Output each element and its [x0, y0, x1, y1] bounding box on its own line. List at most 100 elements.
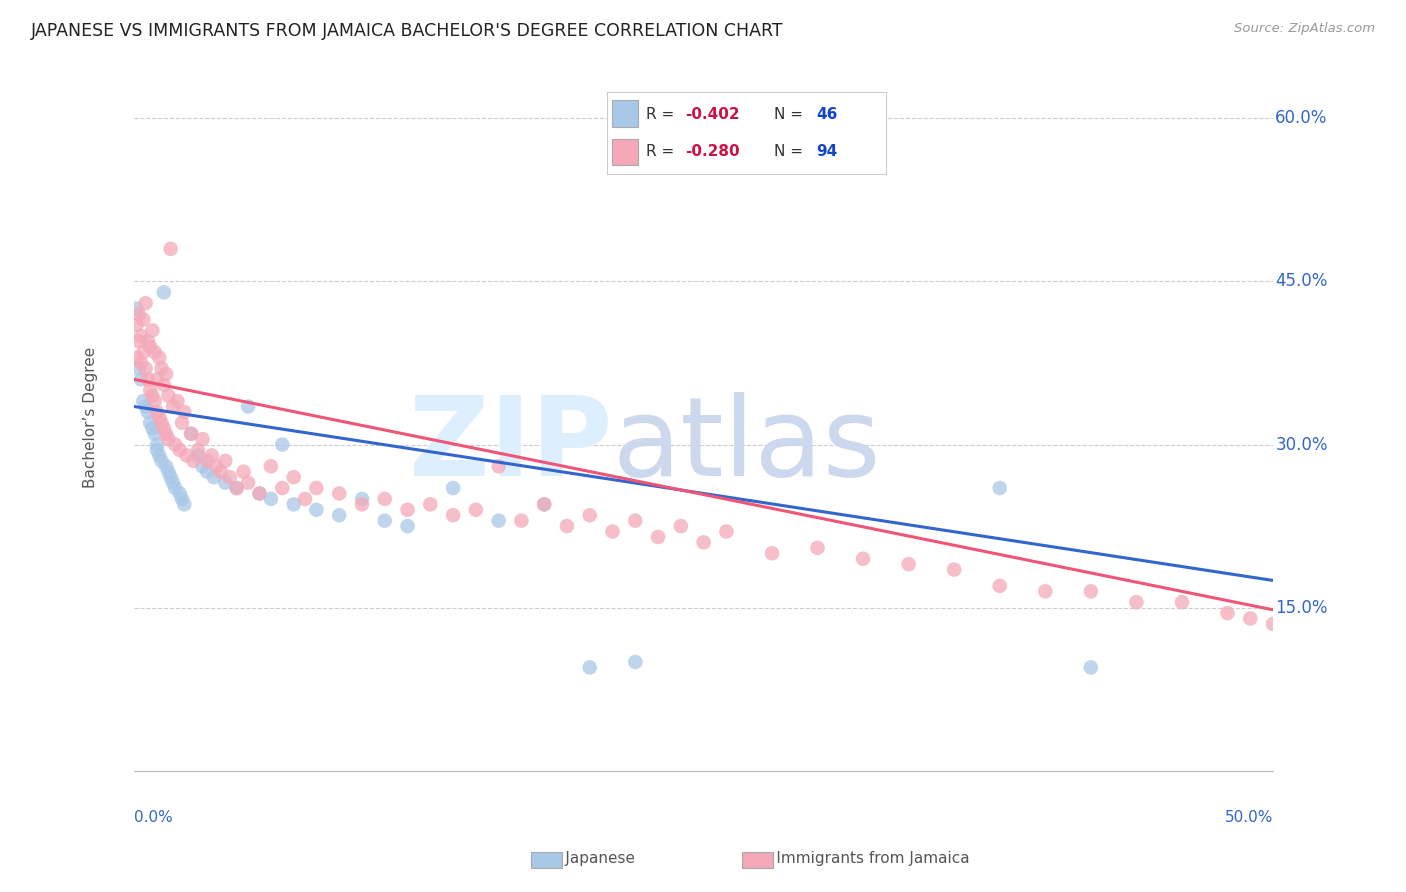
Point [139, 416, 162, 430]
Point [396, 519, 419, 533]
Point [555, 519, 578, 533]
Point [988, 481, 1011, 495]
Point [271, 437, 294, 451]
Point [141, 323, 163, 337]
Point [1399, 649, 1406, 664]
Point [647, 530, 669, 544]
Text: 50.0%: 50.0% [1225, 810, 1272, 824]
Point [225, 481, 247, 495]
Point [191, 432, 214, 446]
Point [183, 454, 205, 468]
Point [169, 486, 191, 500]
Point [232, 465, 254, 479]
Point [139, 383, 162, 397]
Point [129, 329, 152, 343]
Point [159, 242, 181, 256]
Point [1080, 584, 1102, 599]
Point [488, 514, 510, 528]
Point [148, 449, 170, 463]
Point [180, 426, 202, 441]
Point [139, 340, 162, 354]
Text: 45.0%: 45.0% [1275, 272, 1327, 291]
Point [143, 345, 166, 359]
Point [146, 442, 169, 457]
Point [176, 449, 198, 463]
Text: atlas: atlas [613, 392, 882, 500]
Point [146, 437, 169, 451]
Point [143, 394, 166, 409]
Point [624, 655, 647, 669]
Text: Source: ZipAtlas.com: Source: ZipAtlas.com [1234, 22, 1375, 36]
Point [202, 470, 225, 484]
Point [328, 508, 350, 523]
Point [578, 660, 600, 674]
Point [464, 503, 486, 517]
Point [897, 557, 920, 571]
Point [374, 491, 396, 506]
Point [283, 470, 305, 484]
Point [150, 361, 173, 376]
Point [260, 459, 283, 474]
Point [136, 334, 159, 349]
Point [195, 454, 218, 468]
Point [236, 475, 259, 490]
Point [578, 508, 600, 523]
Point [169, 442, 191, 457]
Point [180, 426, 202, 441]
Point [1353, 639, 1375, 653]
Point [170, 416, 193, 430]
Point [157, 432, 180, 446]
Point [141, 421, 163, 435]
Point [305, 481, 328, 495]
Point [1171, 595, 1194, 609]
Point [441, 481, 464, 495]
Point [806, 541, 828, 555]
Point [533, 497, 555, 511]
Point [173, 497, 195, 511]
Point [396, 503, 419, 517]
Text: 60.0%: 60.0% [1275, 110, 1327, 128]
Point [533, 497, 555, 511]
Point [943, 563, 966, 577]
Point [155, 459, 177, 474]
Point [148, 410, 170, 425]
Point [988, 579, 1011, 593]
Text: 30.0%: 30.0% [1275, 435, 1327, 453]
Point [260, 491, 283, 506]
Point [165, 481, 187, 495]
Text: Japanese: Japanese [541, 851, 636, 865]
Point [488, 459, 510, 474]
Point [150, 416, 173, 430]
Point [125, 318, 148, 332]
Point [602, 524, 624, 539]
Point [162, 475, 184, 490]
Point [205, 459, 228, 474]
Point [236, 400, 259, 414]
Point [669, 519, 692, 533]
Text: 0.0%: 0.0% [134, 810, 173, 824]
Point [624, 514, 647, 528]
Point [170, 491, 193, 506]
Point [283, 497, 305, 511]
Text: ZIP: ZIP [409, 392, 613, 500]
Point [143, 426, 166, 441]
Point [692, 535, 714, 549]
Point [187, 442, 209, 457]
Point [1216, 606, 1239, 620]
Point [191, 459, 214, 474]
Point [441, 508, 464, 523]
Point [135, 296, 157, 310]
Point [155, 426, 177, 441]
Point [209, 465, 232, 479]
Point [135, 361, 157, 376]
Point [125, 351, 148, 365]
Point [1285, 623, 1308, 637]
Point [132, 312, 155, 326]
Point [1330, 633, 1353, 648]
Point [510, 514, 533, 528]
Point [128, 307, 150, 321]
Point [136, 372, 159, 386]
Point [1033, 584, 1056, 599]
Point [1080, 660, 1102, 674]
Point [419, 497, 441, 511]
